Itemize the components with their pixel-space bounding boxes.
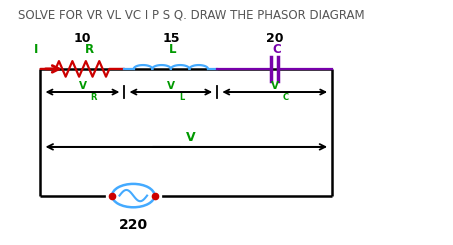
Text: 10: 10 [74, 32, 91, 45]
Text: R: R [85, 42, 94, 56]
Text: V: V [79, 81, 87, 91]
Text: V: V [271, 81, 279, 91]
Text: 20: 20 [266, 32, 284, 45]
Text: SOLVE FOR VR VL VC I P S Q. DRAW THE PHASOR DIAGRAM: SOLVE FOR VR VL VC I P S Q. DRAW THE PHA… [19, 8, 365, 21]
Text: I: I [34, 42, 38, 56]
Text: 220: 220 [119, 218, 148, 232]
Text: L: L [179, 93, 184, 102]
Text: 15: 15 [162, 32, 180, 45]
Text: L: L [169, 42, 177, 56]
Text: C: C [273, 42, 281, 56]
Text: V: V [186, 131, 196, 144]
Text: C: C [283, 93, 289, 102]
Text: V: V [167, 81, 175, 91]
Text: R: R [90, 93, 97, 102]
